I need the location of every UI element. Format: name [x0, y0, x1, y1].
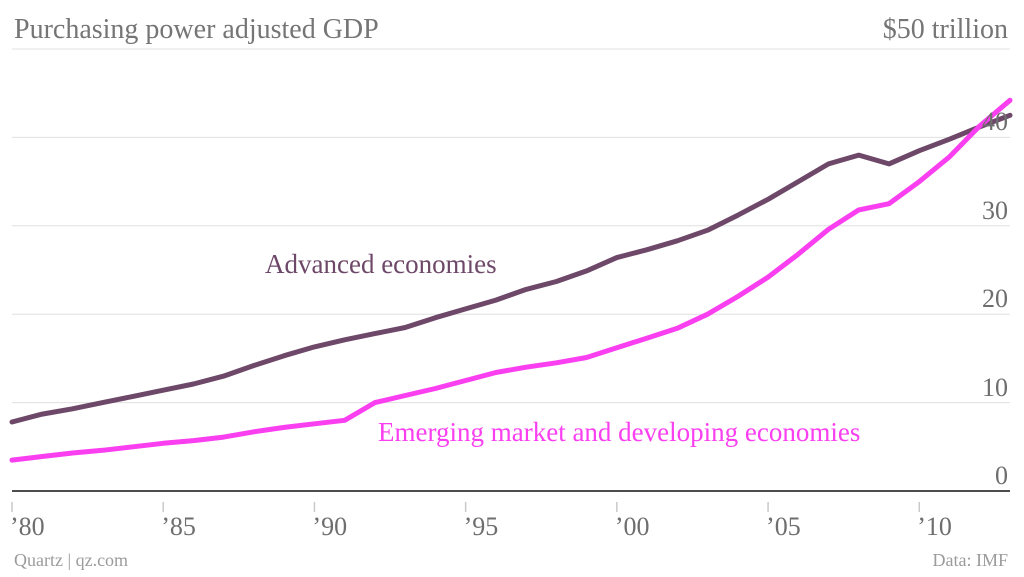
- source-attribution: Quartz | qz.com: [14, 550, 129, 570]
- y-axis-max-unit-label: $50 trillion: [882, 14, 1008, 45]
- y-axis-label-40: 40: [982, 107, 1008, 137]
- series-label-advanced-economies: Advanced economies: [265, 249, 497, 279]
- x-axis-label-1980: ’80: [10, 512, 45, 541]
- y-axis-label-0: 0: [995, 461, 1008, 490]
- chart-title: Purchasing power adjusted GDP: [14, 14, 379, 45]
- data-credit: Data: IMF: [932, 550, 1009, 570]
- series-line-emerging-economies: [9, 97, 1013, 463]
- x-axis-label-2000: ’00: [614, 512, 650, 541]
- y-axis-label-10: 10: [982, 372, 1008, 402]
- x-axis-label-1995: ’95: [463, 512, 499, 541]
- series-line-advanced-economies: [9, 112, 1013, 425]
- x-axis-label-1985: ’85: [161, 512, 196, 541]
- x-axis-label-2005: ’05: [766, 512, 801, 541]
- x-axis-label-1990: ’90: [312, 512, 348, 541]
- y-axis-label-30: 30: [982, 195, 1008, 225]
- y-axis-label-20: 20: [982, 284, 1008, 314]
- x-axis-label-2010: ’10: [917, 512, 952, 541]
- series-label-emerging-economies: Emerging market and developing economies: [378, 417, 861, 447]
